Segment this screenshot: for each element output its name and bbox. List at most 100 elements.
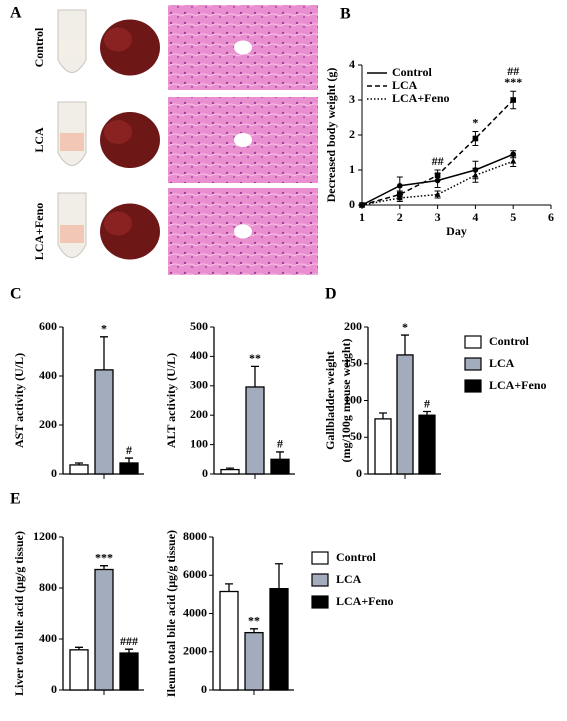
legend-label: LCA xyxy=(336,572,362,586)
y-tick-label: 0 xyxy=(201,682,207,696)
y-tick-label: 8000 xyxy=(183,529,207,543)
legend-label: LCA+Feno xyxy=(392,91,450,105)
y-axis-label: AST activity (U/L) xyxy=(12,353,26,448)
liver-lobe xyxy=(104,120,132,144)
marker xyxy=(434,172,441,179)
marker xyxy=(434,191,441,197)
significance: *** xyxy=(95,550,113,564)
y-axis-label: Gallbladder weight xyxy=(323,351,337,450)
tube-liquid xyxy=(60,133,84,151)
x-tick-label: 4 xyxy=(472,210,478,224)
legend-label: LCA xyxy=(392,78,418,92)
significance: ### xyxy=(120,634,138,648)
y-tick-label: 600 xyxy=(39,319,57,333)
panel-label: C xyxy=(10,286,22,303)
legend-label: LCA+Feno xyxy=(336,594,394,608)
legend-swatch xyxy=(464,335,482,349)
bar xyxy=(374,418,392,475)
y-tick-label: 3 xyxy=(349,92,355,106)
legend-swatch xyxy=(311,551,329,565)
legend-label: Control xyxy=(336,550,376,564)
error-bar xyxy=(125,457,133,463)
y-tick-label: 0 xyxy=(51,682,57,696)
liver-lobe xyxy=(104,27,132,52)
y-tick-label: 4 xyxy=(349,57,355,71)
significance: ## xyxy=(507,64,519,78)
bar xyxy=(418,414,436,475)
y-tick-label: 0 xyxy=(349,197,355,211)
group-label: LCA+Feno xyxy=(32,203,46,261)
y-tick-label: 6000 xyxy=(183,567,207,581)
bar xyxy=(270,458,290,475)
bar xyxy=(94,369,114,475)
error-bar xyxy=(379,412,387,419)
y-tick-label: 200 xyxy=(190,407,208,421)
marker xyxy=(510,158,517,164)
x-tick-label: 5 xyxy=(510,210,516,224)
panel-label: A xyxy=(10,5,22,22)
bar xyxy=(119,462,139,475)
bar xyxy=(245,386,265,475)
bar xyxy=(396,354,414,475)
x-tick-label: 2 xyxy=(397,210,403,224)
legend-swatch xyxy=(464,379,482,393)
legend-swatch xyxy=(311,595,329,609)
error-bar xyxy=(225,583,233,592)
significance: * xyxy=(101,322,107,336)
y-tick-label: 100 xyxy=(190,436,208,450)
legend-label: LCA xyxy=(489,356,515,370)
y-tick-label: 2 xyxy=(349,127,355,141)
bar xyxy=(119,652,139,691)
y-tick-label: 1200 xyxy=(33,529,57,543)
liver-lobe xyxy=(104,211,132,236)
legend-label: LCA+Feno xyxy=(489,378,547,392)
bar xyxy=(220,468,240,475)
tube-liquid xyxy=(60,40,84,58)
y-tick-label: 0 xyxy=(356,466,362,480)
error-bar xyxy=(251,365,259,387)
y-axis-label: Ileum total bile acid (μg/g tissue) xyxy=(164,530,178,697)
x-tick-label: 6 xyxy=(548,210,554,224)
bar xyxy=(69,464,89,475)
panel-label: D xyxy=(325,286,337,303)
marker xyxy=(472,172,479,178)
bar xyxy=(219,590,239,691)
marker xyxy=(396,194,403,201)
significance: *** xyxy=(504,75,522,89)
y-tick-label: 0 xyxy=(51,466,57,480)
vessel xyxy=(234,224,252,239)
error-bar xyxy=(401,334,409,355)
y-tick-label: 400 xyxy=(39,368,57,382)
y-tick-label: 500 xyxy=(190,319,208,333)
bar xyxy=(94,568,114,691)
x-tick-label: 3 xyxy=(435,210,441,224)
y-tick-label: 1 xyxy=(349,162,355,176)
significance: ## xyxy=(432,154,444,168)
y-tick-label: 0 xyxy=(202,466,208,480)
marker xyxy=(510,97,516,103)
y-axis-label: (mg/100g mouse weight) xyxy=(339,339,353,463)
y-tick-label: 50 xyxy=(350,429,362,443)
significance: # xyxy=(424,396,430,410)
legend-swatch xyxy=(464,357,482,371)
bar xyxy=(69,649,89,691)
significance: * xyxy=(472,115,478,129)
vessel xyxy=(234,133,252,147)
x-tick-label: 1 xyxy=(359,210,365,224)
significance: ** xyxy=(249,351,261,365)
y-tick-label: 2000 xyxy=(183,644,207,658)
series-line xyxy=(361,160,514,206)
legend-label: Control xyxy=(392,65,432,79)
y-tick-label: 400 xyxy=(190,348,208,362)
y-tick-label: 800 xyxy=(39,580,57,594)
y-axis-label: ALT activity (U/L) xyxy=(164,353,178,448)
marker xyxy=(359,201,365,208)
vessel xyxy=(234,40,252,55)
significance: # xyxy=(126,443,132,457)
y-tick-label: 150 xyxy=(344,356,362,370)
series-line xyxy=(361,99,514,206)
y-axis-label: Decreased body weight (g) xyxy=(324,68,338,203)
marker xyxy=(472,135,479,142)
legend-swatch xyxy=(311,573,329,587)
